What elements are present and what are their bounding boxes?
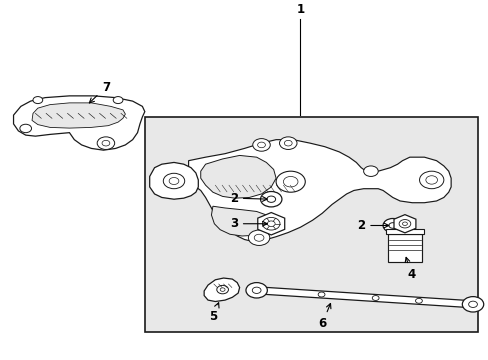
Circle shape — [169, 177, 179, 185]
Text: 3: 3 — [229, 217, 266, 230]
Circle shape — [252, 287, 261, 293]
Circle shape — [262, 217, 280, 230]
Text: 2: 2 — [229, 192, 266, 205]
Polygon shape — [201, 156, 276, 198]
Circle shape — [402, 222, 407, 225]
Polygon shape — [149, 162, 198, 199]
Circle shape — [415, 298, 422, 303]
Circle shape — [398, 220, 410, 228]
Text: 1: 1 — [296, 3, 304, 16]
Circle shape — [102, 140, 110, 146]
Text: 4: 4 — [405, 257, 414, 281]
Circle shape — [220, 288, 224, 291]
Circle shape — [20, 124, 31, 132]
Circle shape — [318, 292, 325, 297]
Circle shape — [382, 219, 402, 233]
Polygon shape — [257, 212, 284, 235]
Circle shape — [425, 176, 437, 184]
Circle shape — [371, 296, 378, 301]
Circle shape — [248, 230, 269, 246]
Polygon shape — [393, 215, 415, 233]
Circle shape — [33, 96, 42, 104]
Circle shape — [254, 234, 264, 241]
Circle shape — [461, 297, 483, 312]
Circle shape — [266, 196, 275, 202]
Circle shape — [388, 223, 396, 228]
Circle shape — [276, 171, 305, 192]
Circle shape — [245, 283, 267, 298]
Polygon shape — [14, 96, 144, 150]
Circle shape — [216, 285, 228, 294]
Polygon shape — [385, 229, 424, 234]
Polygon shape — [211, 206, 271, 236]
Text: 6: 6 — [318, 303, 330, 330]
Polygon shape — [32, 103, 125, 128]
Circle shape — [113, 96, 122, 104]
Circle shape — [363, 166, 377, 176]
Polygon shape — [387, 234, 421, 262]
Circle shape — [252, 139, 270, 151]
Circle shape — [283, 176, 297, 187]
Circle shape — [284, 140, 291, 146]
Circle shape — [279, 137, 296, 149]
Text: 2: 2 — [356, 219, 388, 232]
Polygon shape — [188, 140, 450, 241]
Circle shape — [257, 142, 265, 148]
Circle shape — [163, 173, 184, 189]
Polygon shape — [203, 278, 239, 302]
Circle shape — [468, 301, 476, 307]
Circle shape — [267, 221, 275, 226]
Text: 5: 5 — [208, 303, 219, 323]
Circle shape — [419, 171, 443, 189]
Polygon shape — [256, 287, 472, 308]
Circle shape — [260, 192, 282, 207]
Text: 7: 7 — [89, 81, 110, 103]
Circle shape — [97, 137, 115, 149]
Bar — [144, 117, 477, 332]
